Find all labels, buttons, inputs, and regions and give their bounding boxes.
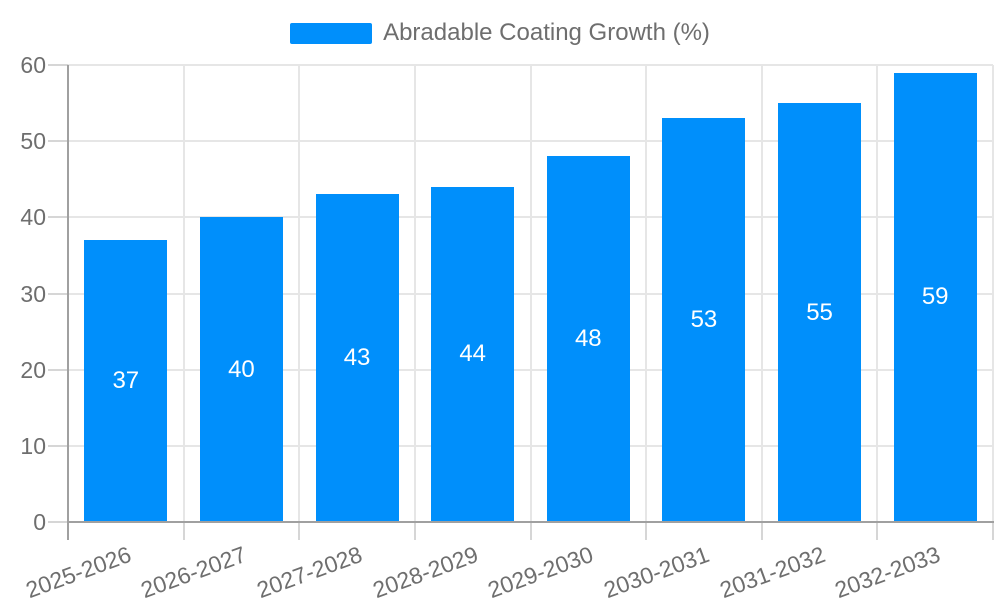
legend[interactable]: Abradable Coating Growth (%) xyxy=(0,21,1000,45)
bar[interactable] xyxy=(893,72,977,522)
y-axis-tick xyxy=(48,216,68,219)
y-axis-label: 60 xyxy=(20,52,46,78)
bar[interactable] xyxy=(84,240,168,522)
bar-value-label: 43 xyxy=(343,344,371,372)
bar[interactable] xyxy=(546,156,630,522)
x-axis-tick xyxy=(182,522,185,540)
x-axis-tick xyxy=(992,522,994,540)
bar-value-label: 53 xyxy=(690,306,718,334)
x-gridline xyxy=(182,65,185,522)
legend-swatch xyxy=(290,22,373,44)
x-axis-label: 2027-2028 xyxy=(253,541,366,600)
y-axis-tick xyxy=(48,292,68,295)
x-axis-label: 2031-2032 xyxy=(715,541,829,600)
y-axis-label: 50 xyxy=(20,128,46,155)
x-axis-label: 2025-2026 xyxy=(22,541,135,600)
bar[interactable] xyxy=(199,217,283,522)
y-axis-tick xyxy=(48,444,68,447)
x-axis-tick xyxy=(413,522,416,540)
bar-value-label: 55 xyxy=(806,298,833,326)
x-axis-tick xyxy=(876,522,879,540)
x-axis-label: 2030-2031 xyxy=(600,541,713,600)
bar-value-label: 40 xyxy=(228,355,255,383)
legend-label: Abradable Coating Growth (%) xyxy=(383,19,710,46)
y-axis-tick xyxy=(48,140,68,143)
bar[interactable] xyxy=(315,194,399,522)
y-axis-tick xyxy=(48,64,68,66)
bar-value-label: 44 xyxy=(459,340,487,368)
bar[interactable] xyxy=(431,186,515,522)
x-gridline xyxy=(645,65,648,522)
y-axis-tick xyxy=(48,521,68,523)
x-axis-tick xyxy=(298,522,301,540)
y-axis-label: 0 xyxy=(33,509,46,535)
y-axis-label: 30 xyxy=(20,280,46,307)
bar-value-label: 59 xyxy=(921,283,949,311)
y-axis-tick xyxy=(48,368,68,371)
y-axis-label: 40 xyxy=(20,204,46,231)
x-gridline xyxy=(992,65,994,522)
x-gridline xyxy=(760,65,763,522)
x-gridline xyxy=(298,65,301,522)
y-axis-line xyxy=(67,65,69,540)
x-gridline xyxy=(413,65,416,522)
x-axis-tick xyxy=(760,522,763,540)
bar[interactable] xyxy=(662,118,746,522)
bar-value-label: 48 xyxy=(574,325,602,353)
x-axis-label: 2026-2027 xyxy=(137,541,250,600)
x-axis-label: 2029-2030 xyxy=(484,541,597,600)
x-gridline xyxy=(529,65,532,522)
x-gridline xyxy=(876,65,879,522)
x-axis-line xyxy=(67,521,994,523)
y-axis-label: 20 xyxy=(20,356,46,383)
bar[interactable] xyxy=(778,103,862,522)
y-axis-label: 10 xyxy=(20,432,46,459)
bar-value-label: 37 xyxy=(112,367,140,395)
x-axis-label: 2032-2033 xyxy=(831,541,944,600)
x-axis-tick xyxy=(529,522,532,540)
x-axis-tick xyxy=(645,522,648,540)
x-axis-label: 2028-2029 xyxy=(368,541,482,600)
